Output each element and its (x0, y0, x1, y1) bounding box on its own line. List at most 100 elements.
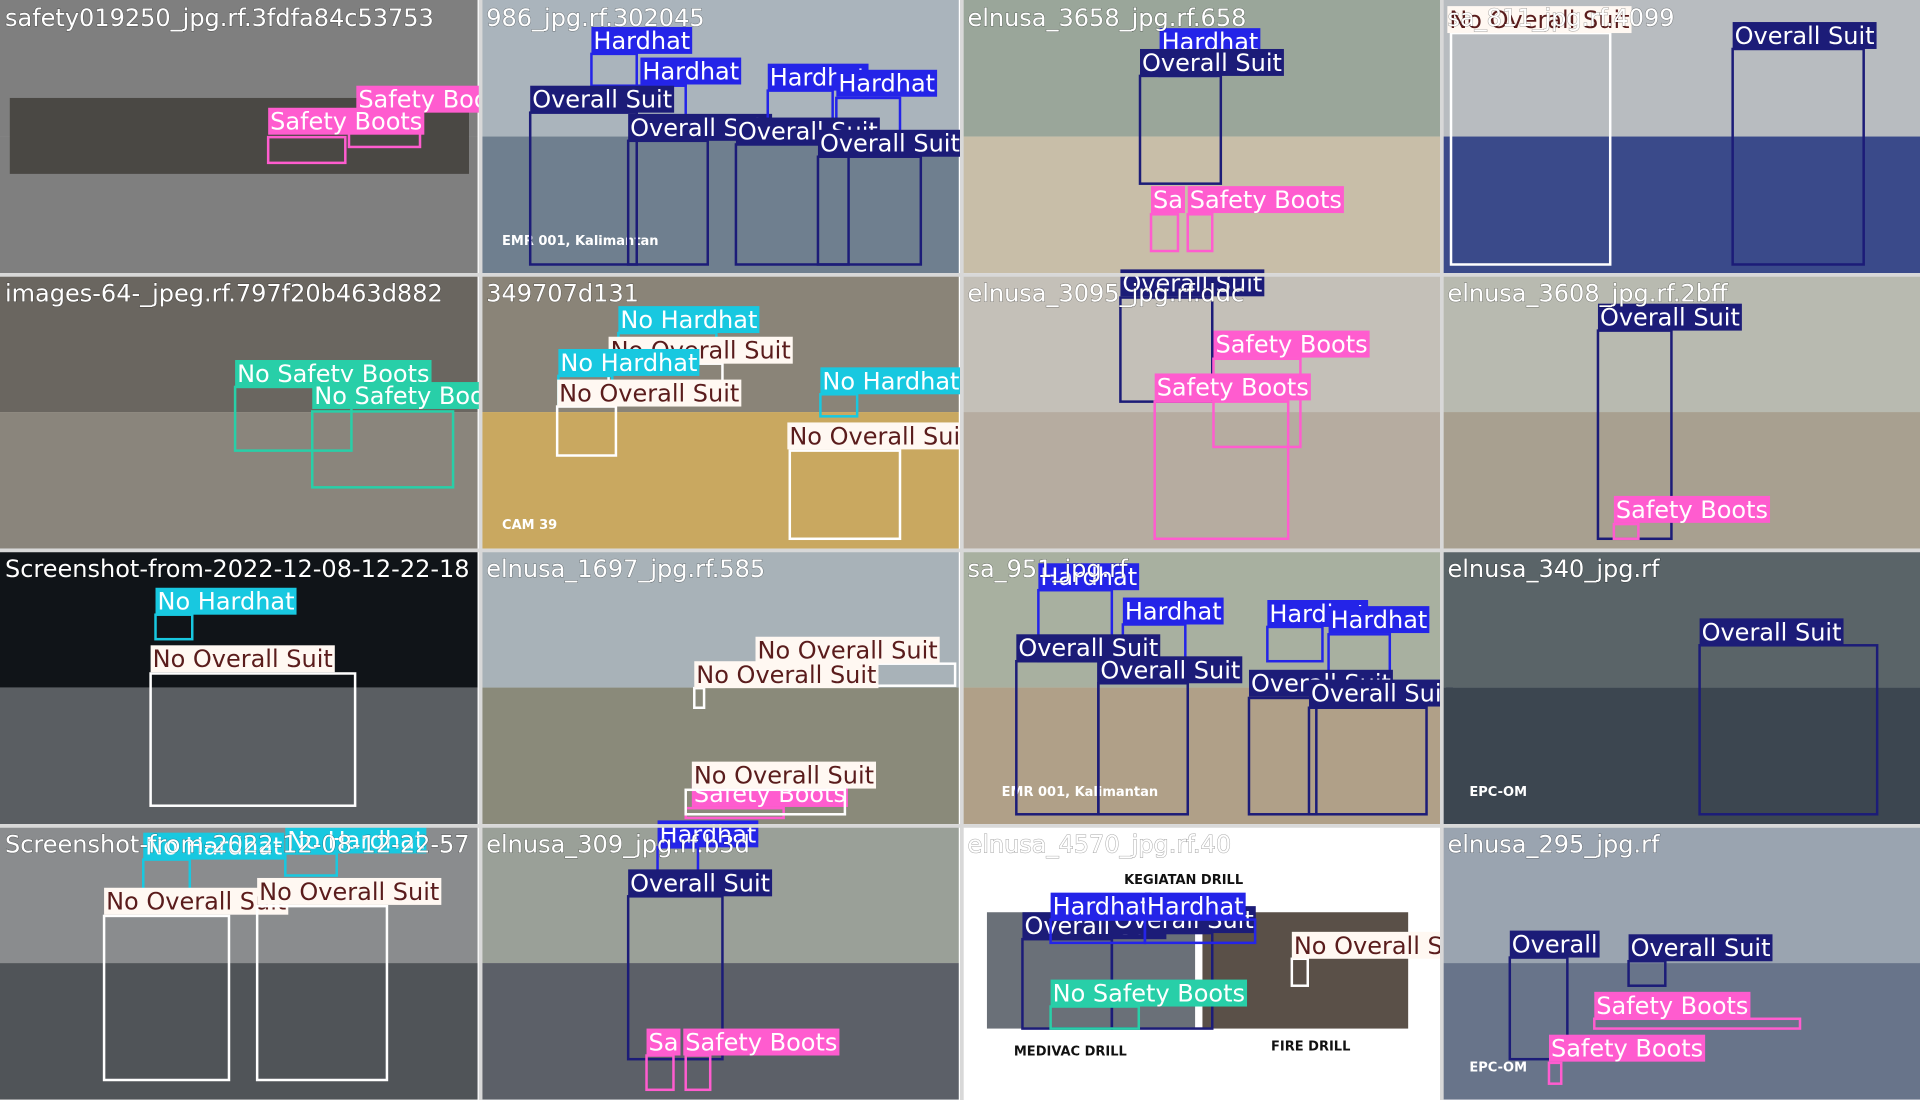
detection-label: No Overall Suit (1449, 6, 1629, 34)
label-background (1098, 656, 1243, 684)
detection-label: Safety Boots (685, 1029, 837, 1057)
filename: elnusa_1697_jpg.rf.585 (486, 555, 765, 583)
detection-label: No Overall Suit (559, 380, 739, 408)
overlay-text: EMR 001, Kalimantan (502, 234, 659, 249)
detection-label: No Hardhat (620, 306, 757, 334)
tile-image (962, 412, 1440, 549)
detection-label: Overall Suit (1100, 656, 1240, 684)
overlay-text: FIRE DRILL (1271, 1040, 1350, 1055)
detection-label: Safety Boots (1616, 496, 1768, 524)
detection-label: No Overall Suit (259, 878, 439, 906)
label-background (640, 57, 742, 85)
label-background (285, 826, 427, 854)
label-background (1213, 330, 1370, 358)
overlay-text: EPC-OM (1469, 1060, 1527, 1075)
label-background (150, 645, 335, 673)
detection-label: Hardhat (593, 27, 690, 55)
detection-label: No Safety Boots (1053, 980, 1245, 1008)
detection-label: No Overall Suit (153, 645, 333, 673)
detection-label: No Hardhat (145, 833, 282, 861)
overlay-text: EPC-OM (1469, 785, 1527, 800)
label-background (143, 832, 285, 860)
detection-label: Safety Boots (1215, 331, 1367, 359)
filename: 349707d131 (486, 280, 639, 308)
filename: sa_811_jpg.rf.4099 (1447, 4, 1674, 32)
detection-label: Sa (649, 1029, 679, 1057)
overlay-text: KEGIATAN DRILL (1124, 873, 1243, 888)
tile-image (1442, 136, 1920, 274)
label-background (1509, 930, 1600, 958)
detection-label: Overall (1512, 931, 1598, 959)
bounding-box (149, 672, 357, 807)
label-background (1122, 597, 1224, 625)
bounding-box (1612, 522, 1640, 541)
label-background (257, 877, 442, 905)
tile: EPC-OM Overall Suit (1442, 551, 1920, 825)
tile-image (1442, 275, 1920, 413)
bounding-box (1186, 213, 1214, 253)
label-background (1613, 495, 1771, 523)
bounding-box (1547, 1061, 1563, 1085)
label-background (618, 306, 760, 334)
label-background (530, 85, 675, 113)
label-background (268, 107, 425, 135)
separator (0, 548, 1920, 553)
bounding-box (102, 914, 231, 1082)
tile-image (962, 687, 1440, 825)
label-background (1308, 679, 1453, 707)
detection-label: Safety Boots (1157, 373, 1309, 401)
label-background (558, 348, 700, 376)
tile-image (1442, 963, 1920, 1100)
detection-label: No Overall Suit (696, 661, 876, 689)
bounding-box (684, 788, 847, 816)
filename: elnusa_340_jpg.rf (1447, 555, 1660, 583)
label-background (1597, 303, 1742, 331)
label-background (836, 69, 938, 97)
detection-label: Sa (1153, 186, 1183, 214)
detection-label: Safety Boots (1190, 186, 1342, 214)
bounding-box (1247, 696, 1318, 816)
label-background (1187, 186, 1344, 214)
label-background (557, 379, 742, 407)
label-background (1050, 892, 1152, 920)
label-background (1699, 618, 1844, 646)
separator (0, 273, 1920, 277)
detection-label: Hardhat (1125, 597, 1222, 625)
overlay-text: CAM 39 (502, 518, 557, 533)
tile: EPC-OM Overall Overall Suit Safety Boots Saf… (1442, 826, 1920, 1100)
detection-label: No Safety Boots (314, 382, 506, 410)
detection-label: Hardhat (1040, 563, 1137, 591)
detection-label: Hardhat (838, 70, 935, 98)
bounding-box (788, 449, 902, 541)
label-background (1140, 48, 1284, 76)
bounding-box (684, 1054, 712, 1092)
label-background (155, 587, 297, 615)
label-background (1151, 186, 1185, 214)
label-background (646, 1028, 681, 1056)
bounding-box (266, 135, 347, 165)
tile-image (481, 136, 959, 274)
label-background (1548, 1034, 1706, 1062)
detection-label: No Hardhat (560, 349, 697, 377)
label-background (683, 1028, 840, 1056)
detection-label: Overall Suit (1735, 22, 1875, 50)
detection-label: No Overall Suit (789, 422, 969, 450)
tile-image (0, 963, 478, 1100)
filename: elnusa_3658_jpg.rf.658 (967, 4, 1246, 32)
label-background (312, 382, 509, 409)
tile-image (1442, 687, 1920, 825)
label-background (820, 367, 962, 395)
detection-label: Hardhat (642, 57, 739, 85)
detection-label: Hardhat (1331, 606, 1428, 634)
label-background (1447, 6, 1632, 34)
bounding-box (255, 904, 389, 1082)
detection-label: No Hardhat (822, 367, 959, 395)
